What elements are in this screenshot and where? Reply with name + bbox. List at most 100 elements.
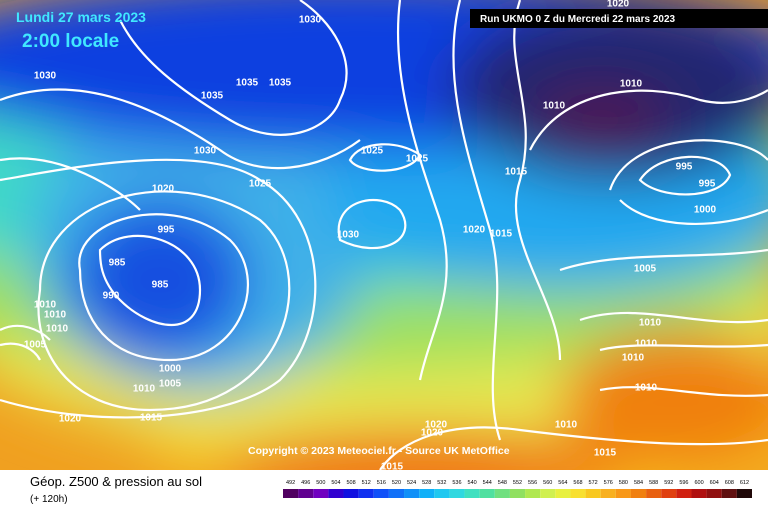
- isobar-label: 1010: [543, 101, 566, 112]
- colorbar-tick-label: 508: [346, 480, 355, 486]
- isobar-label: 990: [103, 291, 120, 302]
- colorbar-tick-label: 608: [725, 480, 734, 486]
- isobar-label: 1010: [34, 300, 57, 311]
- color-swatch: [661, 489, 677, 498]
- colorbar-tick-label: 520: [392, 480, 401, 486]
- color-swatch: [540, 489, 556, 498]
- isobar-label: 1005: [24, 340, 47, 351]
- color-swatch: [419, 489, 435, 498]
- colorbar-tick-label: 588: [649, 480, 658, 486]
- isobar-label: 1010: [635, 383, 658, 394]
- isobar-label: 1010: [555, 420, 578, 431]
- isobar-label: 995: [676, 162, 693, 173]
- time: 2:00 locale: [22, 31, 119, 52]
- footer-subtitle: (+ 120h): [30, 494, 68, 505]
- isobar-label: 1010: [639, 318, 662, 329]
- colorbar-tick-label: 580: [619, 480, 628, 486]
- colorbar-tick-label: 496: [301, 480, 310, 486]
- colorbar-tick-label: 500: [316, 480, 325, 486]
- isobar-label: 1030: [34, 71, 57, 82]
- color-swatch: [676, 489, 692, 498]
- isobar-label: 1015: [381, 462, 404, 473]
- color-swatch: [464, 489, 480, 498]
- isobar-label: 995: [699, 179, 716, 190]
- colorbar-tick-label: 544: [483, 480, 492, 486]
- color-swatch: [706, 489, 722, 498]
- colorbar-tick-label: 572: [589, 480, 598, 486]
- color-swatch: [328, 489, 344, 498]
- colorbar-tick-label: 528: [422, 480, 431, 486]
- isobar-label: 1020: [152, 184, 175, 195]
- color-swatch: [313, 489, 329, 498]
- isobar-label: 1015: [490, 229, 513, 240]
- copyright: Copyright © 2023 Meteociel.fr - Source U…: [248, 445, 510, 457]
- color-swatch: [388, 489, 405, 498]
- colorbar-tick-label: 560: [543, 480, 552, 486]
- color-swatch: [358, 489, 374, 498]
- color-swatch: [615, 489, 631, 498]
- date: Lundi 27 mars 2023: [16, 9, 146, 25]
- isobar-label: 1005: [159, 379, 182, 390]
- isobar-label: 1010: [133, 384, 156, 395]
- colorbar-tick-label: 600: [694, 480, 703, 486]
- isobar-label: 1010: [44, 310, 67, 321]
- color-swatch: [373, 489, 389, 498]
- color-swatch: [343, 489, 359, 498]
- isobar-label: 985: [152, 280, 169, 291]
- colorbar-tick-label: 512: [362, 480, 371, 486]
- isobar-label: 1010: [635, 339, 658, 350]
- colorbar: 492 496 500 504 508 512 516 520 524 528 532 536 540 5…: [283, 480, 752, 498]
- color-swatch: [509, 489, 526, 498]
- colorbar-tick-label: 576: [604, 480, 613, 486]
- color-swatch: [298, 489, 314, 498]
- run: Run UKMO 0 Z du Mercredi 22 mars 2023: [480, 14, 676, 25]
- color-swatch: [404, 489, 420, 498]
- isobar-label: 1000: [159, 364, 182, 375]
- color-swatch: [434, 489, 450, 498]
- colorbar-tick-label: 524: [407, 480, 416, 486]
- color-swatch: [736, 489, 752, 498]
- colorbar-tick-label: 596: [679, 480, 688, 486]
- isobar-label: 1015: [505, 167, 528, 178]
- isobar-label: 1035: [269, 78, 292, 89]
- isobar-label: 1020: [59, 414, 82, 425]
- isobar-label: 1010: [622, 353, 645, 364]
- isobar-label: 1030: [337, 230, 360, 241]
- colorbar-tick-label: 552: [513, 480, 522, 486]
- color-swatch: [449, 489, 465, 498]
- colorbar-tick-label: 532: [437, 480, 446, 486]
- colorbar-tick-label: 492: [286, 480, 295, 486]
- color-swatch: [283, 489, 299, 498]
- isobar-label: 1025: [249, 179, 272, 190]
- color-swatch: [525, 489, 541, 498]
- color-swatch: [600, 489, 616, 498]
- colorbar-tick-label: 584: [634, 480, 643, 486]
- color-swatch: [494, 489, 510, 498]
- colorbar-tick-label: 564: [558, 480, 567, 486]
- colorbar-tick-label: 604: [710, 480, 719, 486]
- color-swatch: [691, 489, 707, 498]
- isobar-label: 1030: [299, 15, 322, 26]
- color-swatch: [630, 489, 647, 498]
- isobar-label: 1030: [194, 146, 217, 157]
- colorbar-tick-label: 612: [740, 480, 749, 486]
- colorbar-tick-label: 548: [498, 480, 507, 486]
- isobar-label: 1025: [406, 154, 429, 165]
- isobar-label: 1015: [594, 448, 617, 459]
- isobar-label: 1005: [634, 264, 657, 275]
- isobar-label: 1035: [236, 78, 259, 89]
- isobar-label: 1020: [421, 428, 444, 439]
- colorbar-tick-label: 592: [664, 480, 673, 486]
- isobar-label: 1035: [201, 91, 224, 102]
- isobar-labels: 1030 1030 1035 1035 1035 1030 1025 1025 1015 1020…: [24, 0, 717, 473]
- colorbar-tick-label: 540: [468, 480, 477, 486]
- isobar-label: 1010: [46, 324, 69, 335]
- run-box: [470, 9, 768, 28]
- isobar-label: 1015: [140, 413, 163, 424]
- isobar-label: 1010: [620, 79, 643, 90]
- color-swatch: [555, 489, 571, 498]
- isobar-label: 1025: [361, 146, 384, 157]
- colorbar-tick-label: 556: [528, 480, 537, 486]
